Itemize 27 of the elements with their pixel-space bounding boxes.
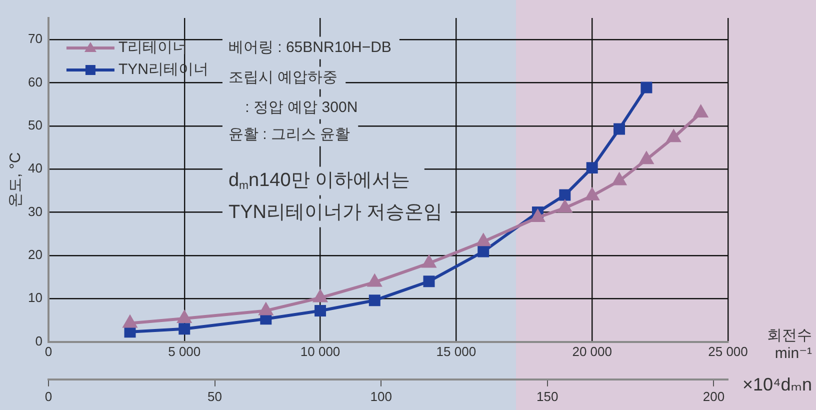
x-tick-label: 25 000 [708,344,748,360]
x2-tick-label: 150 [536,388,558,404]
y-tick-label: 20 [28,247,42,262]
y-tick-label: 60 [28,74,42,90]
x2-tick-label: 200 [702,388,725,404]
x2-tick-label: 0 [44,388,52,404]
x-tick-label: 0 [44,344,52,360]
y-tick-label: 10 [28,290,42,306]
x-tick-label: 10 000 [300,344,340,360]
y-tick-label: 0 [35,333,42,348]
x-axis-title: 회전수 min⁻¹ [767,326,812,362]
y-tick-label: 70 [28,31,42,46]
x2-tick-label: 100 [370,388,392,404]
annotation: 베어링 : 65BNR10H−DB [228,39,392,56]
annotation: 윤활 : 그리스 윤활 [228,126,350,144]
annotation: 조립시 예압하중 [228,69,338,86]
x-tick-label: 5 000 [168,344,201,360]
x-tick-label: 20 000 [572,344,612,360]
y-tick-label: 30 [28,204,42,219]
x2-axis-title: ×10⁴dₘn [742,374,812,394]
y-tick-label: 40 [28,160,42,176]
y-axis-title: 온도, °C [7,152,24,208]
x2-tick-label: 50 [208,388,222,404]
x-tick-label: 15 000 [436,344,476,360]
y-tick-label: 50 [28,118,42,133]
annotation: TYN리테이너가 저승온임 [228,202,443,224]
annotation: : 정압 예압 300N [228,99,358,116]
